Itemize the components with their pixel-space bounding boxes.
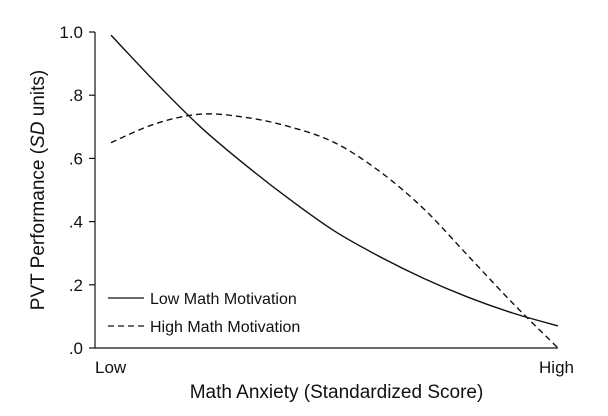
y-tick-label: .0	[69, 339, 83, 358]
y-tick-label: 1.0	[59, 23, 83, 42]
y-tick-label: .6	[69, 149, 83, 168]
axes	[94, 32, 558, 349]
x-axis-title: Math Anxiety (Standardized Score)	[190, 382, 484, 403]
series-line-high-math-motivation	[110, 113, 559, 349]
x-tick-label: High	[539, 358, 574, 377]
legend-label: High Math Motivation	[150, 319, 300, 336]
y-axis-title: PVT Performance (SD units)	[28, 70, 49, 310]
y-tick-label: .2	[69, 276, 83, 295]
y-axis-ticks: .0 .2 .4 .6 .8 1.0	[59, 23, 95, 358]
y-axis-title-italic: SD	[28, 121, 49, 148]
y-tick-label: .4	[69, 213, 83, 232]
y-axis-title-suffix: units)	[28, 70, 49, 122]
legend-label: Low Math Motivation	[150, 291, 297, 308]
y-axis-title-prefix: PVT Performance (	[28, 147, 49, 310]
x-axis-ticks: Low High	[95, 358, 574, 377]
x-tick-label: Low	[95, 358, 127, 377]
series-layer	[110, 34, 559, 349]
legend: Low Math Motivation High Math Motivation	[108, 291, 300, 336]
series-line-low-math-motivation	[110, 34, 559, 327]
y-tick-label: .8	[69, 86, 83, 105]
